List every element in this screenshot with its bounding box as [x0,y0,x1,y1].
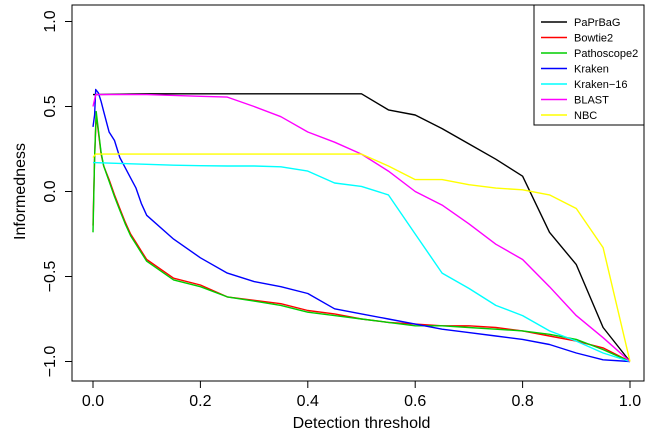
legend-items: PaPrBaG Bowtie2 Pathoscope2 Kraken Kraken−16… [541,17,638,122]
y-tick-label: 0.5 [42,95,59,117]
y-axis-title: Informedness [12,143,29,240]
y-axis: −1.0 −0.5 0.0 0.5 1.0 Informedness [12,10,73,377]
y-tick-label: −1.0 [42,346,59,378]
legend: PaPrBaG Bowtie2 Pathoscope2 Kraken Kraken−16… [533,4,645,126]
legend-label: NBC [574,110,597,122]
x-ticks: 0.0 0.2 0.4 0.6 0.8 1.0 [82,381,641,410]
series-line-pathoscope2 [92,110,631,363]
x-tick-label: 0.0 [82,393,104,410]
x-tick-label: 0.6 [404,393,426,410]
y-tick-label: −0.5 [42,261,59,293]
y-tick-label: 0.0 [42,180,59,202]
y-tick-label: 1.0 [42,10,59,32]
series-line-paprbag [92,93,631,362]
legend-label: Bowtie2 [574,33,613,45]
legend-label: Pathoscope2 [574,48,638,60]
legend-label: BLAST [574,95,609,107]
series-line-blast [92,93,631,363]
y-ticks: −1.0 −0.5 0.0 0.5 1.0 [42,10,72,377]
x-tick-label: 0.8 [511,393,533,410]
legend-box [533,4,645,126]
legend-label: Kraken−16 [574,79,628,91]
x-tick-label: 0.2 [189,393,211,410]
legend-label: PaPrBaG [574,17,620,29]
x-axis-title: Detection threshold [293,415,431,432]
x-tick-label: 0.4 [297,393,319,410]
series-line-kraken [92,88,631,363]
x-tick-label: 1.0 [619,393,641,410]
series-line-kraken-16 [92,161,631,363]
legend-label: Kraken [574,64,609,76]
series-lines [92,88,631,363]
series-line-nbc [92,153,631,362]
x-axis: 0.0 0.2 0.4 0.6 0.8 1.0 Detection threshold [82,380,641,432]
